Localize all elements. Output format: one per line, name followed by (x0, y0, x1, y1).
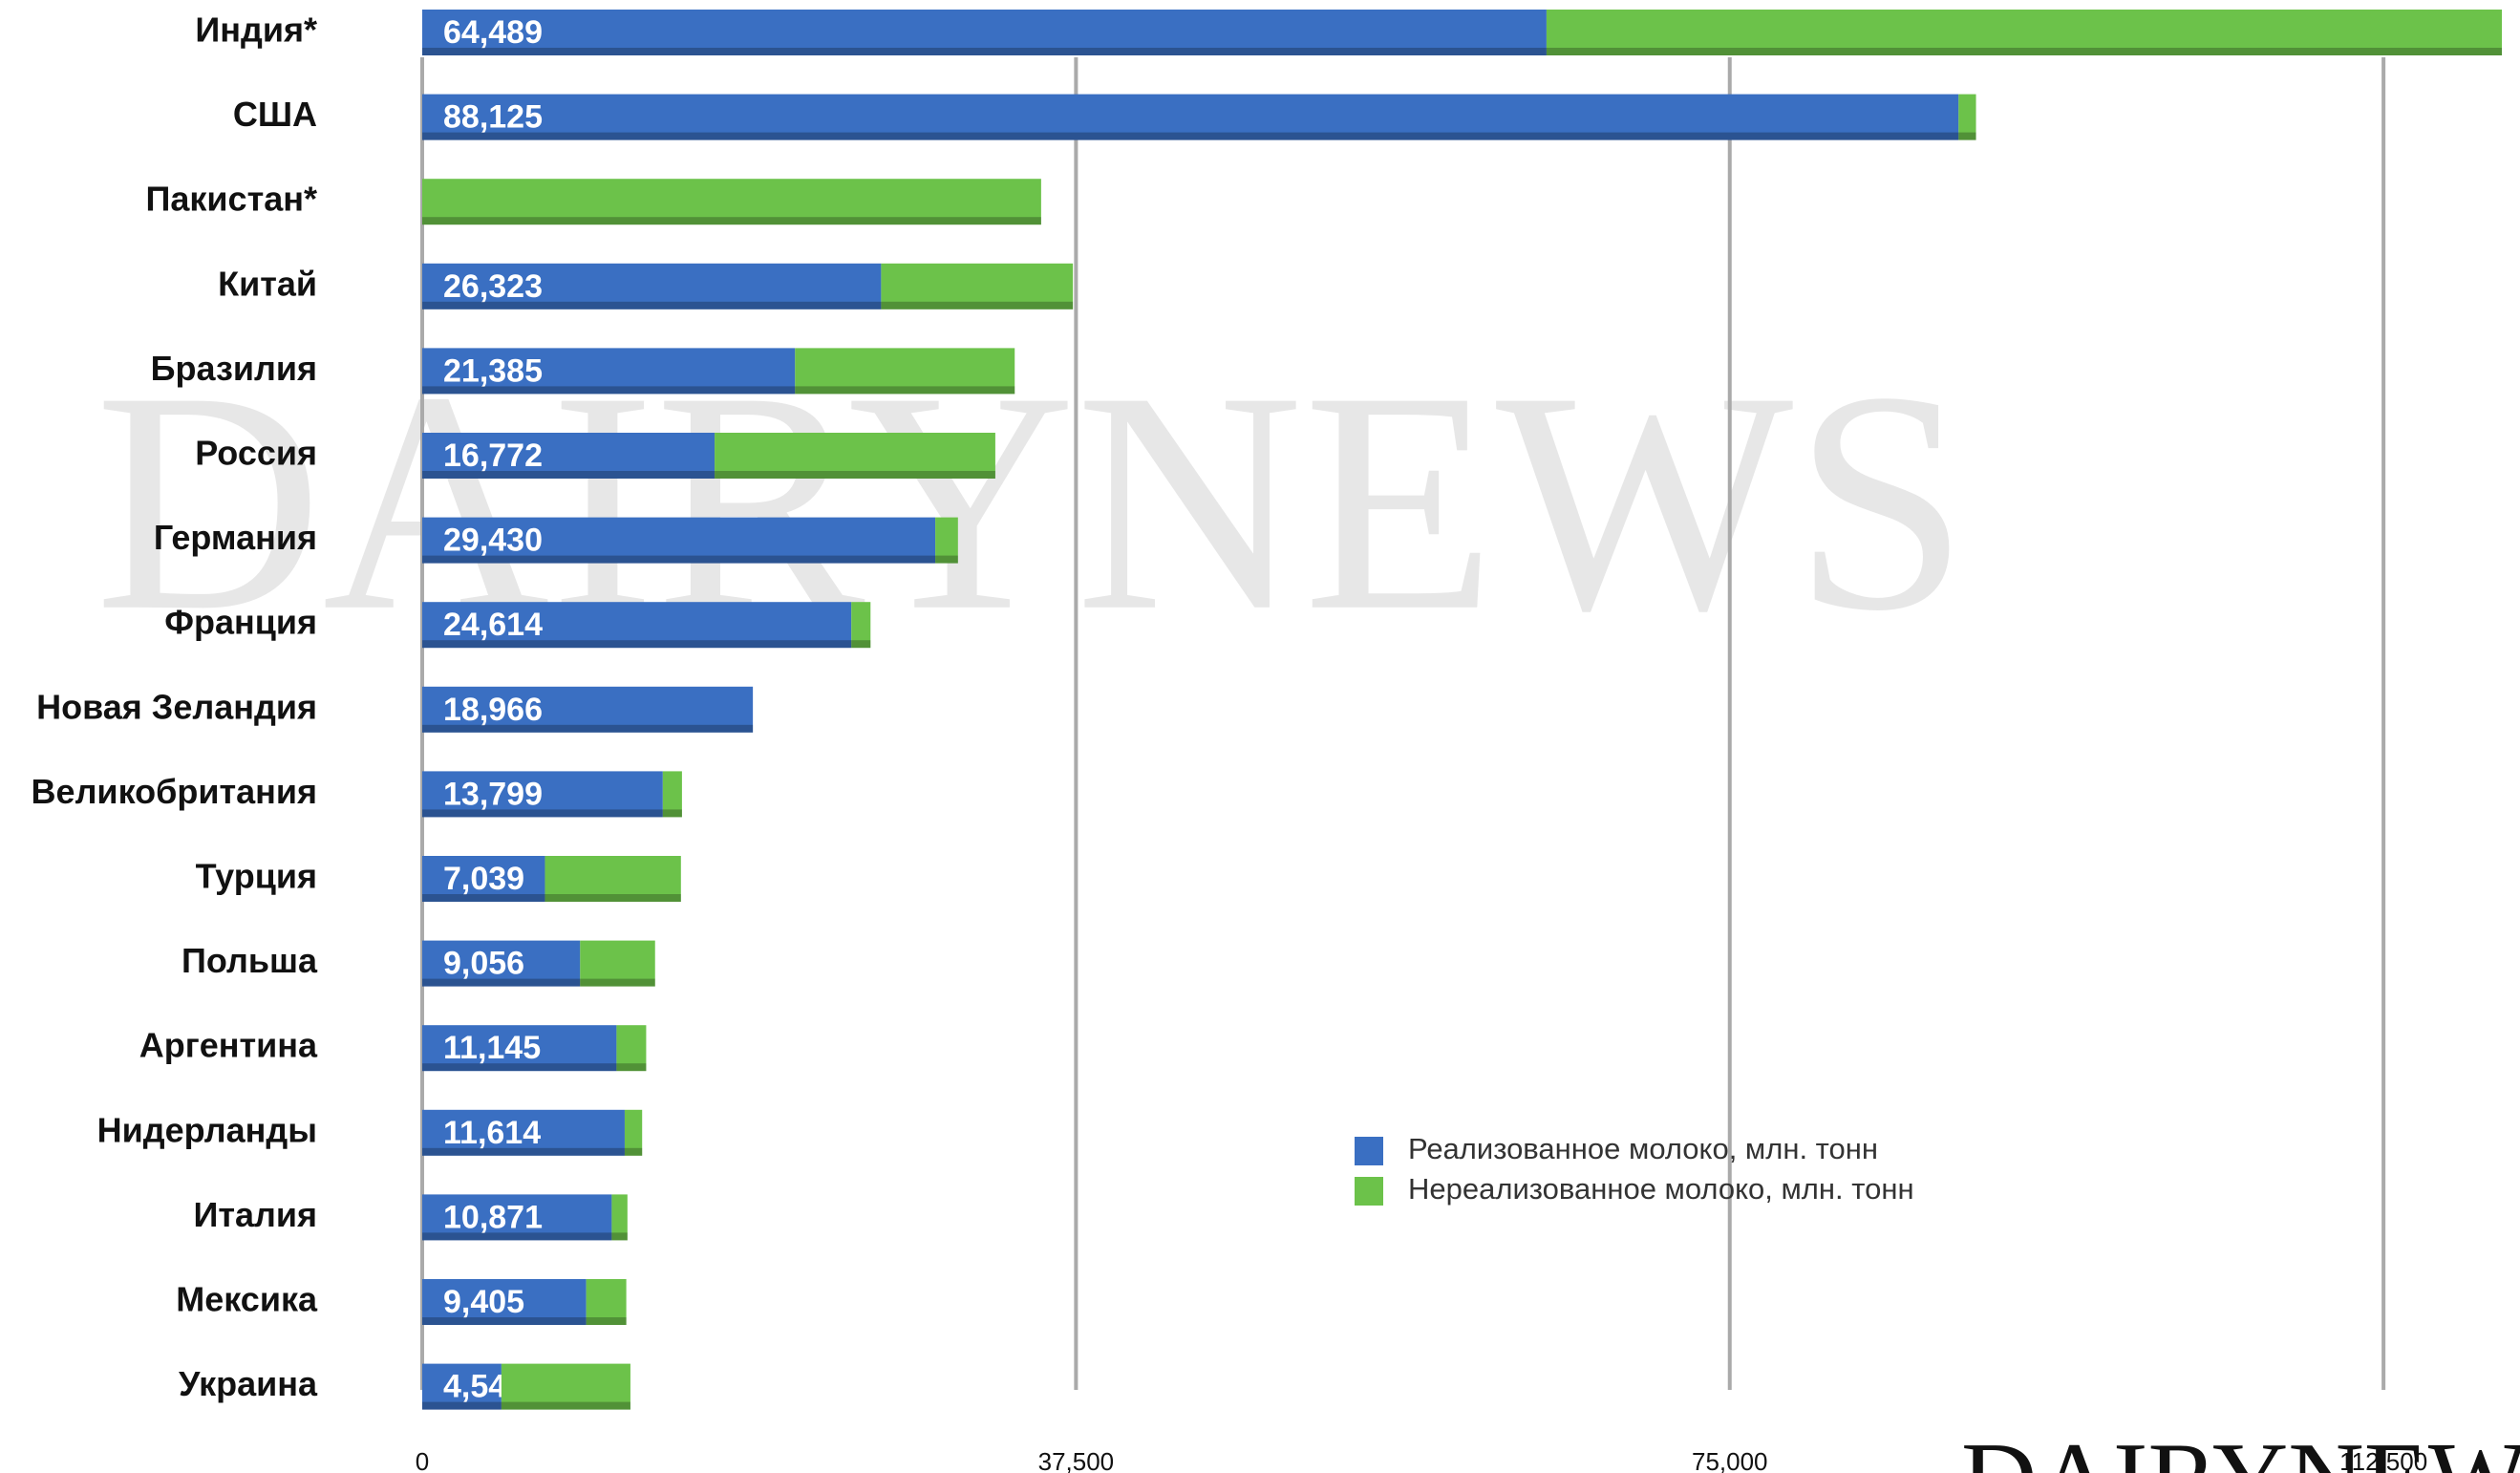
value-label: 9,405 (443, 1284, 524, 1320)
bar-shade (422, 471, 995, 479)
category-label: Бразилия (151, 349, 317, 388)
bar-shade (422, 48, 2503, 55)
value-label: 16,772 (443, 438, 543, 474)
bar-segment (422, 771, 663, 818)
category-label: Германия (154, 518, 317, 557)
category-label: Франция (164, 603, 317, 642)
bar-segment (422, 433, 715, 479)
legend-swatch (1355, 1137, 1383, 1165)
bar-segment (795, 348, 1015, 395)
bar-shade (422, 132, 1976, 140)
bar-segment (422, 1363, 502, 1410)
bar-segment (422, 1109, 625, 1156)
category-label: Великобритания (32, 772, 317, 811)
bar-segment (586, 1279, 627, 1325)
value-label: 21,385 (443, 352, 543, 389)
bar-segment (422, 263, 882, 310)
x-tick-label: 37,500 (1038, 1447, 1115, 1473)
bar-segment (422, 1025, 617, 1072)
value-label: 9,056 (443, 946, 524, 982)
bar-segment (1958, 94, 1976, 140)
bar-segment (422, 1194, 612, 1241)
bar-shade (422, 724, 754, 733)
bar-shade (422, 809, 682, 818)
bar-segment (422, 856, 545, 902)
bar-shade (422, 1147, 643, 1156)
category-label: Индия* (195, 11, 317, 50)
category-label: Нидерланды (97, 1110, 317, 1149)
category-label: Италия (193, 1195, 317, 1234)
value-label: 64,489 (443, 14, 543, 51)
bar-segment (422, 686, 754, 733)
category-label: Мексика (176, 1280, 318, 1319)
bar-shade (422, 1401, 630, 1410)
x-tick-label: 112,500 (2339, 1447, 2427, 1473)
value-label: 13,799 (443, 776, 543, 812)
value-label: 11,145 (443, 1030, 541, 1066)
category-label: Турция (196, 857, 317, 896)
legend-swatch (1355, 1177, 1383, 1206)
bar-segment (662, 771, 682, 818)
bar-segment (422, 1279, 587, 1325)
category-label: Польша (182, 941, 318, 980)
value-label: 26,323 (443, 268, 543, 305)
value-label: 29,430 (443, 523, 543, 559)
bar-segment (715, 433, 995, 479)
bar-segment (422, 10, 1547, 55)
bar-segment (422, 602, 852, 649)
legend-label: Реализованное молоко, млн. тонн (1408, 1132, 1878, 1165)
category-label: Аргентина (139, 1026, 318, 1065)
legend-label: Нереализованное молоко, млн. тонн (1408, 1172, 1914, 1206)
bar-segment (616, 1025, 647, 1072)
bar-shade (422, 1063, 647, 1072)
bar-segment (422, 179, 1041, 225)
bar-shade (422, 1317, 627, 1325)
value-label: 7,039 (443, 861, 524, 897)
value-label: 18,966 (443, 692, 543, 728)
bar-segment (545, 856, 681, 902)
bar-shade (422, 894, 681, 902)
bar-segment (422, 94, 1959, 140)
value-label: 24,614 (443, 607, 543, 643)
bar-segment (881, 263, 1074, 310)
value-label: 11,614 (443, 1115, 541, 1151)
bar-shade (422, 555, 958, 564)
category-label: Китай (218, 264, 317, 303)
bar-segment (580, 940, 655, 987)
bar-segment (851, 602, 871, 649)
category-label: Новая Зеландия (36, 687, 317, 726)
bar-segment (501, 1363, 630, 1410)
bar-segment (611, 1194, 628, 1241)
bar-segment (1546, 10, 2503, 55)
bar-segment (422, 940, 581, 987)
bar-shade (422, 301, 1074, 310)
bar-segment (624, 1109, 643, 1156)
bar-segment (422, 517, 936, 564)
category-label: Пакистан* (146, 180, 317, 219)
bar-shade (422, 386, 1015, 395)
bar-shade (422, 217, 1041, 225)
x-tick-label: 0 (416, 1447, 429, 1473)
value-label: 88,125 (443, 99, 543, 136)
bar-shade (422, 978, 655, 987)
category-label: Россия (195, 434, 317, 473)
value-label: 10,871 (443, 1199, 543, 1235)
watermark: DAIRYNEWS (95, 328, 1969, 676)
bar-shade (422, 640, 871, 649)
bar-segment (422, 348, 796, 395)
watermark-logo: DAIRYNEWS (1961, 1420, 2520, 1473)
bar-shade (422, 1232, 628, 1241)
x-tick-label: 75,000 (1692, 1447, 1768, 1473)
category-label: Украина (179, 1364, 318, 1403)
bar-segment (935, 517, 958, 564)
category-label: США (233, 95, 317, 134)
